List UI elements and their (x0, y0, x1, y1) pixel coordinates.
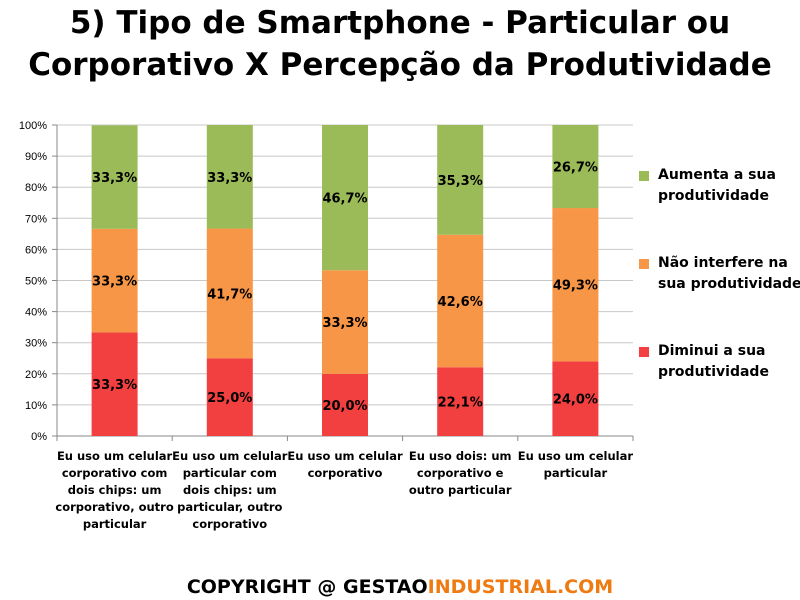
data-label: 22,1% (438, 396, 483, 411)
bar-segment (437, 234, 484, 368)
bar-segment (552, 125, 599, 209)
data-label: 33,3% (92, 275, 137, 290)
y-tick-label: 0% (31, 431, 47, 443)
legend-swatch (639, 171, 649, 181)
x-category-label: Eu uso um celular corporativo com dois chi… (55, 448, 175, 533)
x-category-label: Eu uso dois: um corporativo e outro partic… (400, 448, 520, 499)
bar-segment (206, 358, 253, 436)
x-category-label-line: particular (82, 517, 147, 531)
data-label: 49,3% (553, 279, 598, 294)
bar-segment (437, 367, 484, 436)
chart-title-line-2: Corporativo X Percepção da Produtividade (28, 47, 772, 83)
copyright-text: COPYRIGHT @ (186, 576, 337, 598)
x-category-label-line: outro particular (408, 483, 512, 497)
bar-segment (322, 125, 368, 271)
legend-label-line: produtividade (658, 364, 769, 380)
bar-segment (91, 332, 138, 436)
x-category-label-line: corporativo (192, 517, 268, 531)
data-label: 25,0% (207, 391, 252, 406)
chart-title: 5) Tipo de Smartphone - Particular ou Co… (0, 2, 800, 86)
bar-segment (552, 208, 599, 362)
x-category-label-line: particular (543, 466, 608, 480)
y-tick-label: 10% (25, 400, 47, 412)
bar-segment (322, 270, 368, 374)
bar-segment (437, 125, 484, 235)
legend-swatch (639, 259, 649, 269)
y-tick-label: 20% (25, 369, 47, 381)
data-label: 33,3% (322, 316, 367, 331)
x-category-label-line: corporativo, outro (55, 500, 174, 514)
data-label: 33,3% (92, 378, 137, 393)
y-tick-label: 80% (25, 182, 47, 194)
bar-segment (206, 125, 253, 229)
y-tick-label: 40% (25, 307, 47, 319)
legend-label-line: produtividade (658, 188, 769, 204)
data-label: 26,7% (553, 161, 598, 176)
bar-segment (91, 228, 138, 333)
x-category-label-line: Eu uso um celular (56, 449, 173, 463)
y-tick-label: 50% (25, 276, 47, 288)
x-category-label-line: Eu uso dois: um (408, 449, 512, 463)
legend-label-line: Não interfere na (658, 255, 788, 271)
y-tick-label: 60% (25, 244, 47, 256)
legend-label: Diminui a sua produtividade (658, 341, 800, 383)
data-label: 41,7% (207, 287, 252, 302)
legend-label: Não interfere na sua produtividade (658, 253, 800, 295)
bar-segment (206, 228, 253, 359)
data-label: 24,0% (553, 393, 598, 408)
data-label: 33,3% (92, 171, 137, 186)
x-category-label: Eu uso um celular corporativo (285, 448, 405, 482)
y-tick-label: 70% (25, 213, 47, 225)
x-category-label-line: dois chips: um (182, 483, 277, 497)
x-category-label: Eu uso um celular particular (515, 448, 635, 482)
legend-label-line: sua produtividade (658, 276, 800, 292)
y-tick-label: 90% (25, 151, 47, 163)
x-category-label-line: Eu uso um celular (517, 449, 634, 463)
x-category-label-line: corporativo e (416, 466, 504, 480)
data-label: 35,3% (438, 174, 483, 189)
data-label: 46,7% (322, 192, 367, 207)
copyright-footer: COPYRIGHT @ GESTAOINDUSTRIAL.COM (0, 576, 800, 598)
x-category-label-line: particular, outro (177, 500, 283, 514)
brand-industrial: INDUSTRIAL.COM (427, 576, 614, 598)
x-category-label-line: corporativo com (61, 466, 168, 480)
x-category-label-line: particular com (182, 466, 277, 480)
x-category-label: Eu uso um celular particular com dois chip… (170, 448, 290, 533)
bar-segment (552, 361, 599, 436)
bar-segment (322, 373, 368, 436)
x-category-label-line: Eu uso um celular (287, 449, 403, 463)
y-tick-label: 30% (25, 338, 47, 350)
x-category-label-line: corporativo (307, 466, 383, 480)
data-label: 20,0% (322, 399, 367, 414)
legend-label-line: Aumenta a sua (658, 167, 776, 183)
data-label: 33,3% (207, 171, 252, 186)
x-category-label-line: dois chips: um (67, 483, 162, 497)
legend-label-line: Diminui a sua (658, 343, 766, 359)
legend-label: Aumenta a sua produtividade (658, 165, 800, 207)
y-tick-label: 100% (19, 120, 47, 132)
bar-segment (91, 125, 138, 229)
data-label: 42,6% (438, 295, 483, 310)
x-category-label-line: Eu uso um celular (172, 449, 288, 463)
brand-gestao: GESTAO (343, 576, 428, 598)
chart-title-line-1: 5) Tipo de Smartphone - Particular ou (69, 5, 731, 41)
legend-swatch (639, 347, 649, 357)
